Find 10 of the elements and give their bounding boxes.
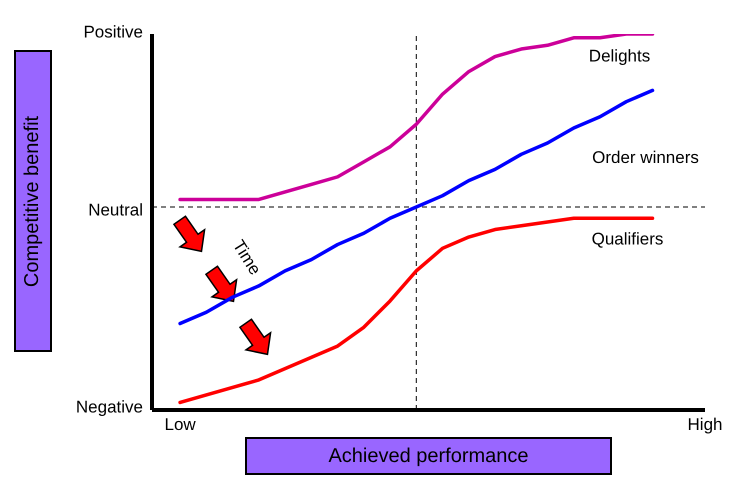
text: Neutral xyxy=(88,200,143,220)
series-label: Qualifiers xyxy=(592,230,664,249)
text: Competitive benefit xyxy=(22,115,44,287)
text: Negative xyxy=(76,397,143,416)
series-label: Delights xyxy=(588,46,650,66)
x-tick-label: Low xyxy=(164,415,196,434)
text: Positive xyxy=(83,22,143,42)
x-tick-label: High xyxy=(688,415,722,434)
series-label: Order winners xyxy=(592,148,699,167)
x-axis-title: Achieved performance xyxy=(245,437,612,475)
